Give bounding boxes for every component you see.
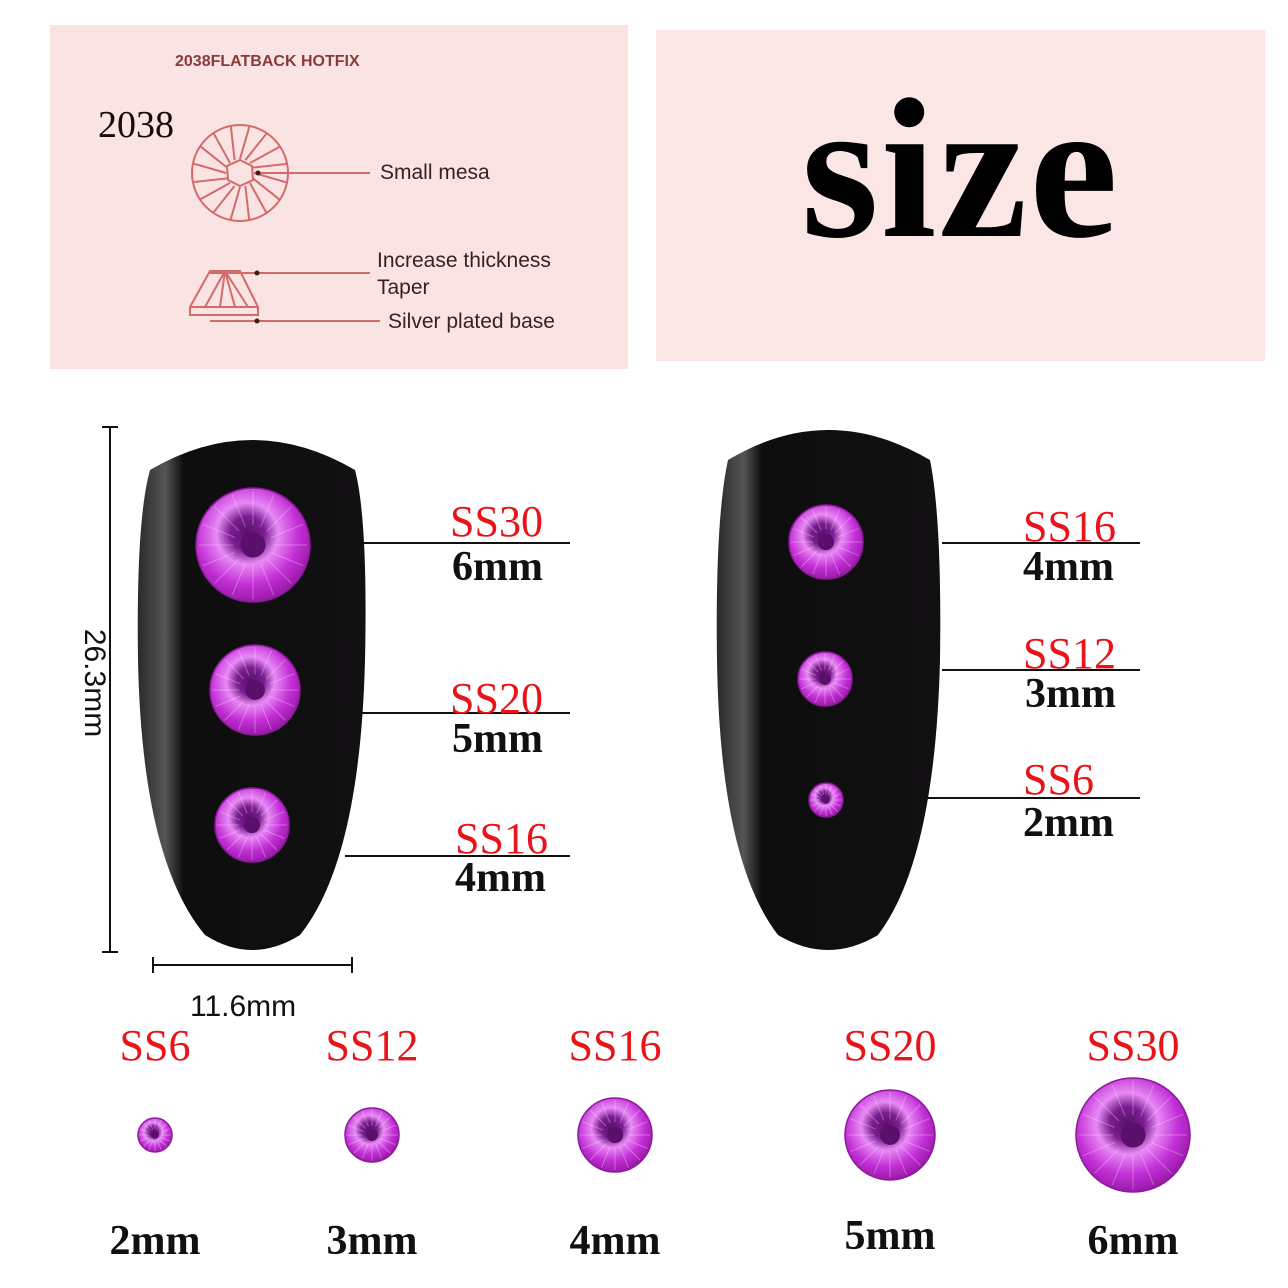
row-size-ss30: 6mm bbox=[1087, 1218, 1179, 1264]
width-label: 11.6mm bbox=[190, 990, 297, 1023]
row-gem-ss30 bbox=[1075, 1077, 1191, 1193]
rhinestone-diagram bbox=[189, 124, 380, 324]
row-gem-ss6 bbox=[137, 1117, 173, 1153]
gem-ss12 bbox=[797, 651, 853, 707]
gem-ss16 bbox=[788, 504, 864, 580]
model-number: 2038 bbox=[98, 104, 174, 146]
nail-right-code-3: SS6 bbox=[1023, 755, 1094, 804]
diagram-heading: 2038FLATBACK HOTFIX bbox=[175, 53, 360, 70]
row-code-ss6: SS6 bbox=[119, 1021, 191, 1070]
label-small-mesa: Small mesa bbox=[380, 161, 490, 184]
nail-left-size-2: 5mm bbox=[452, 716, 543, 762]
gem-ss30 bbox=[195, 487, 311, 603]
nail-left-code-1: SS30 bbox=[450, 497, 543, 546]
title: size bbox=[801, 59, 1120, 280]
row-size-ss20: 5mm bbox=[844, 1213, 936, 1259]
row-gem-ss12 bbox=[344, 1107, 400, 1163]
row-code-ss30: SS30 bbox=[1086, 1021, 1180, 1070]
title-panel: size bbox=[656, 30, 1265, 361]
height-label: 26.3mm bbox=[78, 628, 112, 738]
row-gem-ss20 bbox=[844, 1089, 936, 1181]
row-code-ss12: SS12 bbox=[325, 1021, 419, 1070]
row-size-ss12: 3mm bbox=[326, 1218, 418, 1264]
nail-right-size-3: 2mm bbox=[1023, 800, 1114, 846]
label-taper: Taper bbox=[377, 276, 430, 299]
nail-left-code-2: SS20 bbox=[450, 674, 543, 723]
row-gem-ss16 bbox=[577, 1097, 653, 1173]
nail-right-code-2: SS12 bbox=[1023, 629, 1116, 678]
gem-ss16 bbox=[214, 787, 290, 863]
label-increase-thickness: Increase thickness bbox=[377, 249, 551, 272]
nail-left-code-3: SS16 bbox=[455, 814, 548, 863]
gem-ss6 bbox=[808, 782, 844, 818]
row-size-ss16: 4mm bbox=[569, 1218, 661, 1264]
nail-left-size-3: 4mm bbox=[455, 855, 546, 901]
row-code-ss16: SS16 bbox=[568, 1021, 662, 1070]
nail-right-code-1: SS16 bbox=[1023, 502, 1116, 551]
nail-right-size-2: 3mm bbox=[1025, 671, 1116, 717]
nail-left-size-1: 6mm bbox=[452, 544, 543, 590]
gem-ss20 bbox=[209, 644, 301, 736]
nail-right-size-1: 4mm bbox=[1023, 544, 1114, 590]
label-silver-base: Silver plated base bbox=[388, 310, 555, 333]
diagram-panel: 2038FLATBACK HOTFIX 2038 Small mesa Incr… bbox=[50, 25, 628, 369]
row-size-ss6: 2mm bbox=[109, 1218, 201, 1264]
row-code-ss20: SS20 bbox=[843, 1021, 937, 1070]
